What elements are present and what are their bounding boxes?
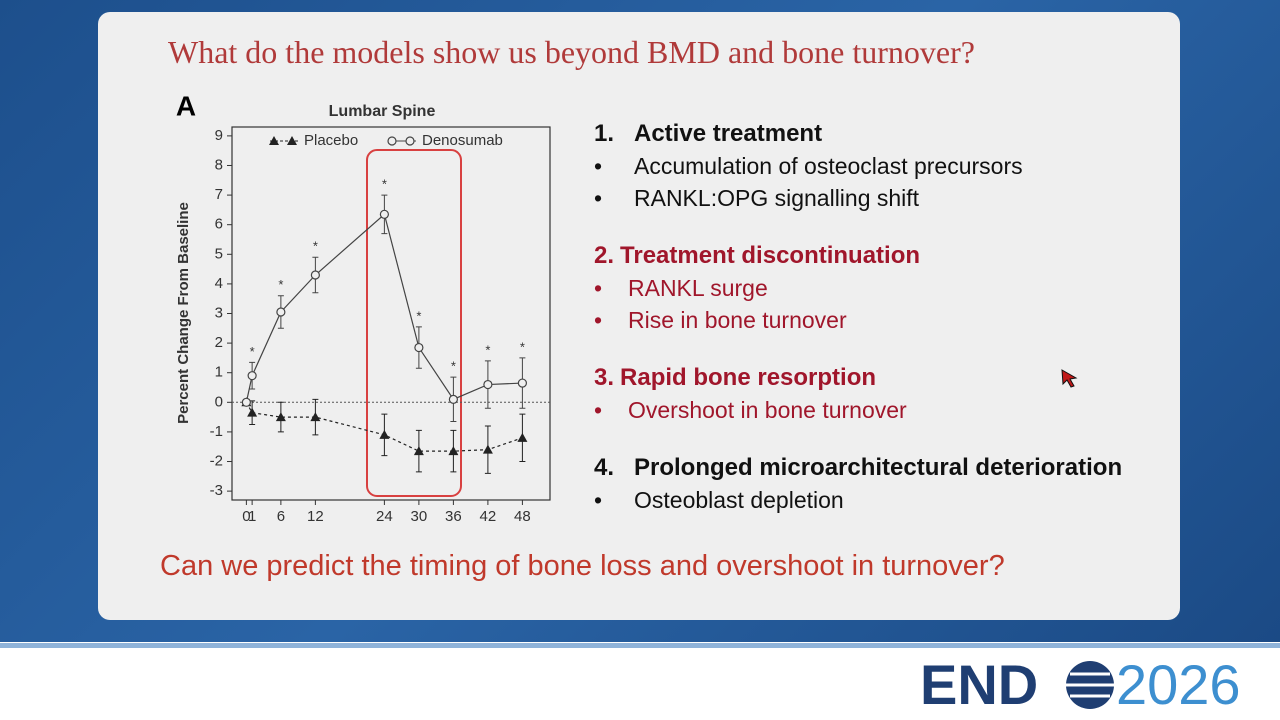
marker	[247, 371, 257, 381]
section: 3.Rapid bone resorptionOvershoot in bone…	[594, 362, 1194, 426]
y-tick-label: -1	[210, 423, 223, 440]
cursor	[1061, 369, 1078, 388]
marker	[310, 412, 321, 422]
marker	[379, 429, 390, 439]
bullet: Accumulation of osteoclast precursors	[594, 150, 1194, 182]
text-column: 1. Active treatment Accumulation of osteoc…	[594, 118, 1194, 542]
marker	[517, 378, 527, 388]
x-tick-label: 6	[277, 508, 285, 525]
section-heading: 4. Prolonged microarchitectural deteriora…	[594, 452, 1194, 484]
logo: END 2026	[920, 653, 1241, 716]
x-tick-label: 36	[445, 508, 462, 525]
section-number: 3.	[594, 364, 615, 391]
significance-label: *	[250, 344, 255, 359]
significance-label: *	[451, 359, 456, 374]
chart-title: Lumbar Spine	[329, 103, 436, 120]
section-heading: 3. Rapid bone resorption	[594, 362, 1194, 394]
section-title: Rapid bone resorption	[620, 364, 877, 391]
x-tick-label: 24	[376, 508, 393, 525]
x-tick-label: 48	[514, 508, 531, 525]
significance-label: *	[382, 177, 387, 192]
legend-label: Denosumab	[422, 132, 503, 149]
significance-label: *	[416, 308, 421, 323]
marker	[241, 397, 251, 407]
marker	[247, 407, 258, 417]
logo-globe-lines	[1066, 672, 1114, 698]
legend-marker	[387, 136, 397, 146]
section-heading: 1. Active treatment	[594, 118, 1194, 150]
y-tick-label: 9	[215, 127, 223, 144]
y-tick-label: 6	[215, 216, 223, 233]
marker	[448, 446, 459, 456]
section-title: Prolonged microarchitectural deteriorati…	[634, 454, 1123, 481]
legend-marker	[287, 136, 297, 145]
y-tick-label: 4	[215, 275, 223, 292]
section: 1. Active treatment Accumulation of osteoc…	[594, 118, 1194, 214]
y-tick-label: 8	[215, 156, 223, 173]
highlight-box	[366, 149, 462, 497]
question: Can we predict the timing of bone loss a…	[160, 550, 1005, 582]
section: 2.Treatment discontinuationRANKL surgeRi…	[594, 240, 1194, 336]
section-number: 4.	[594, 454, 615, 481]
x-tick-label: 1	[248, 508, 256, 525]
significance-label: *	[520, 339, 525, 354]
marker	[517, 432, 528, 442]
marker	[482, 444, 493, 454]
slide-title: What do the models show us beyond BMD an…	[168, 34, 975, 70]
y-tick-label: -2	[210, 452, 223, 469]
marker	[310, 270, 320, 280]
x-tick-label: 12	[307, 508, 324, 525]
bullet: RANKL surge	[594, 272, 1194, 304]
y-tick-label: 7	[215, 186, 223, 203]
legend-marker	[405, 136, 415, 146]
y-tick-label: 2	[215, 334, 223, 351]
marker	[275, 412, 286, 422]
y-axis-label: Percent Change From Baseline	[175, 202, 192, 424]
x-tick-label: 30	[411, 508, 428, 525]
stripe	[0, 643, 1280, 648]
section-title: Treatment discontinuation	[620, 242, 921, 269]
legend-marker	[269, 136, 279, 145]
marker	[379, 209, 389, 219]
significance-label: *	[313, 239, 318, 254]
logo-text: END	[920, 653, 1038, 716]
y-tick-label: 1	[215, 364, 223, 381]
bullet: Overshoot in bone turnover	[594, 394, 1194, 426]
y-tick-label: 3	[215, 304, 223, 321]
logo-year: 2026	[1116, 653, 1241, 716]
marker	[448, 394, 458, 404]
bullet: Rise in bone turnover	[594, 304, 1194, 336]
section: 4. Prolonged microarchitectural deteriora…	[594, 452, 1194, 516]
y-tick-label: -3	[210, 482, 223, 499]
marker	[483, 379, 493, 390]
panel-label: A	[176, 90, 196, 121]
marker	[276, 307, 286, 317]
significance-label: *	[485, 342, 490, 357]
section-title: Active treatment	[634, 120, 823, 147]
bullet: RANKL:OPG signalling shift	[594, 182, 1194, 214]
section-heading: 2. Treatment discontinuation	[594, 240, 1194, 272]
x-tick-label: 0	[242, 508, 250, 525]
bullet: Osteoblast depletion	[594, 484, 1194, 516]
legend-label: Placebo	[304, 132, 358, 149]
marker	[413, 446, 424, 456]
y-tick-label: 0	[215, 393, 223, 410]
y-tick-label: 5	[215, 245, 223, 262]
x-tick-label: 42	[480, 508, 497, 525]
section-number: 1.	[594, 120, 615, 147]
series-line	[245, 213, 523, 403]
section-number: 2.	[594, 242, 615, 269]
significance-label: *	[278, 277, 283, 292]
marker	[414, 342, 424, 353]
